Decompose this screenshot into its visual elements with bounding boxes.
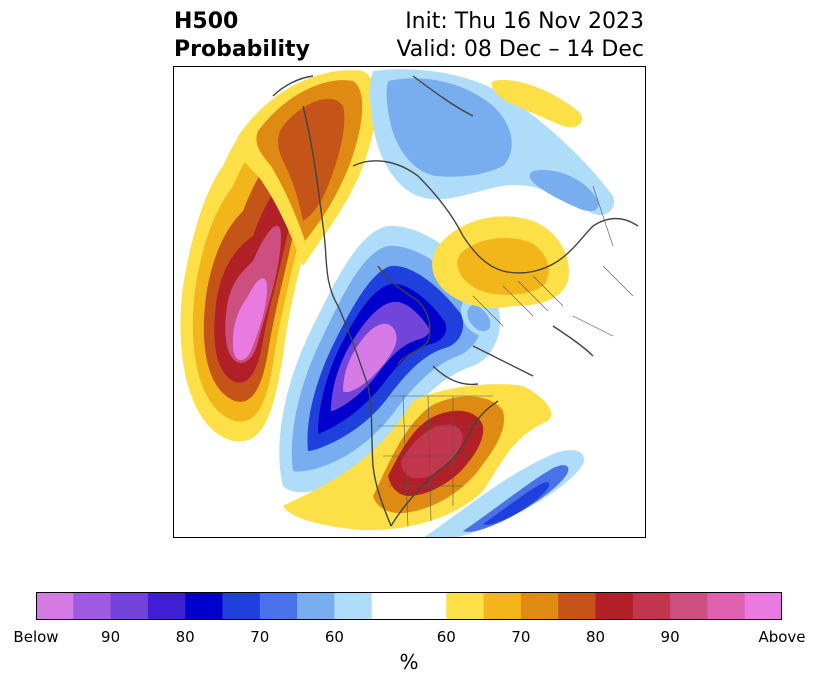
europe-ridge-anomaly [432,80,583,308]
borders [373,185,634,527]
colorbar-tick-label: 80 [175,628,195,646]
colorbar-segment [558,592,596,620]
colorbar-tick-label: Below [13,628,59,646]
colorbar-segment [110,592,149,620]
colorbar-segment [632,592,671,620]
colorbar-unit: % [399,650,419,674]
title-block: H500 Probability [174,8,310,64]
colorbar-segment [670,592,708,620]
colorbar-segment [222,592,261,620]
colorbar-segment [446,592,485,620]
colorbar-segment [73,592,112,620]
colorbar-segment [334,592,373,620]
colorbar-segment [707,592,746,620]
colorbar-segment [409,592,447,620]
valid-range: Valid: 08 Dec – 14 Dec [396,37,644,62]
eastern-ridge-anomaly [283,384,552,531]
probability-map [173,66,646,538]
colorbar-segment [185,592,223,620]
colorbar-segment [483,592,522,620]
colorbar-segment [520,592,559,620]
alaska-ridge-anomaly [236,70,377,267]
title-type: Probability [174,37,310,62]
colorbar-tick-label: 90 [101,628,121,646]
atlantic-trough-anomaly [423,450,584,538]
colorbar-segment [147,592,186,620]
colorbar-tick-label: Above [758,628,806,646]
colorbar-segment [259,592,298,620]
coastlines [272,75,639,527]
title-variable: H500 [174,9,239,34]
colorbar-tick-label: 90 [660,628,680,646]
colorbar-tick-label: 70 [511,628,531,646]
date-block: Init: Thu 16 Nov 2023 Valid: 08 Dec – 14… [396,8,644,64]
colorbar-tick-label: 80 [585,628,606,646]
init-date: Init: Thu 16 Nov 2023 [405,9,644,34]
colorbar-segment [371,592,410,620]
colorbar-tick-label: 70 [250,628,270,646]
colorbar [36,592,782,620]
colorbar-tick-label: 60 [324,628,344,646]
colorbar-tick-label: 60 [436,628,456,646]
colorbar-segment [595,592,634,620]
colorbar-segment [744,592,782,620]
colorbar-segment [297,592,335,620]
colorbar-segment [36,592,74,620]
western-trough-anomaly [279,225,501,493]
